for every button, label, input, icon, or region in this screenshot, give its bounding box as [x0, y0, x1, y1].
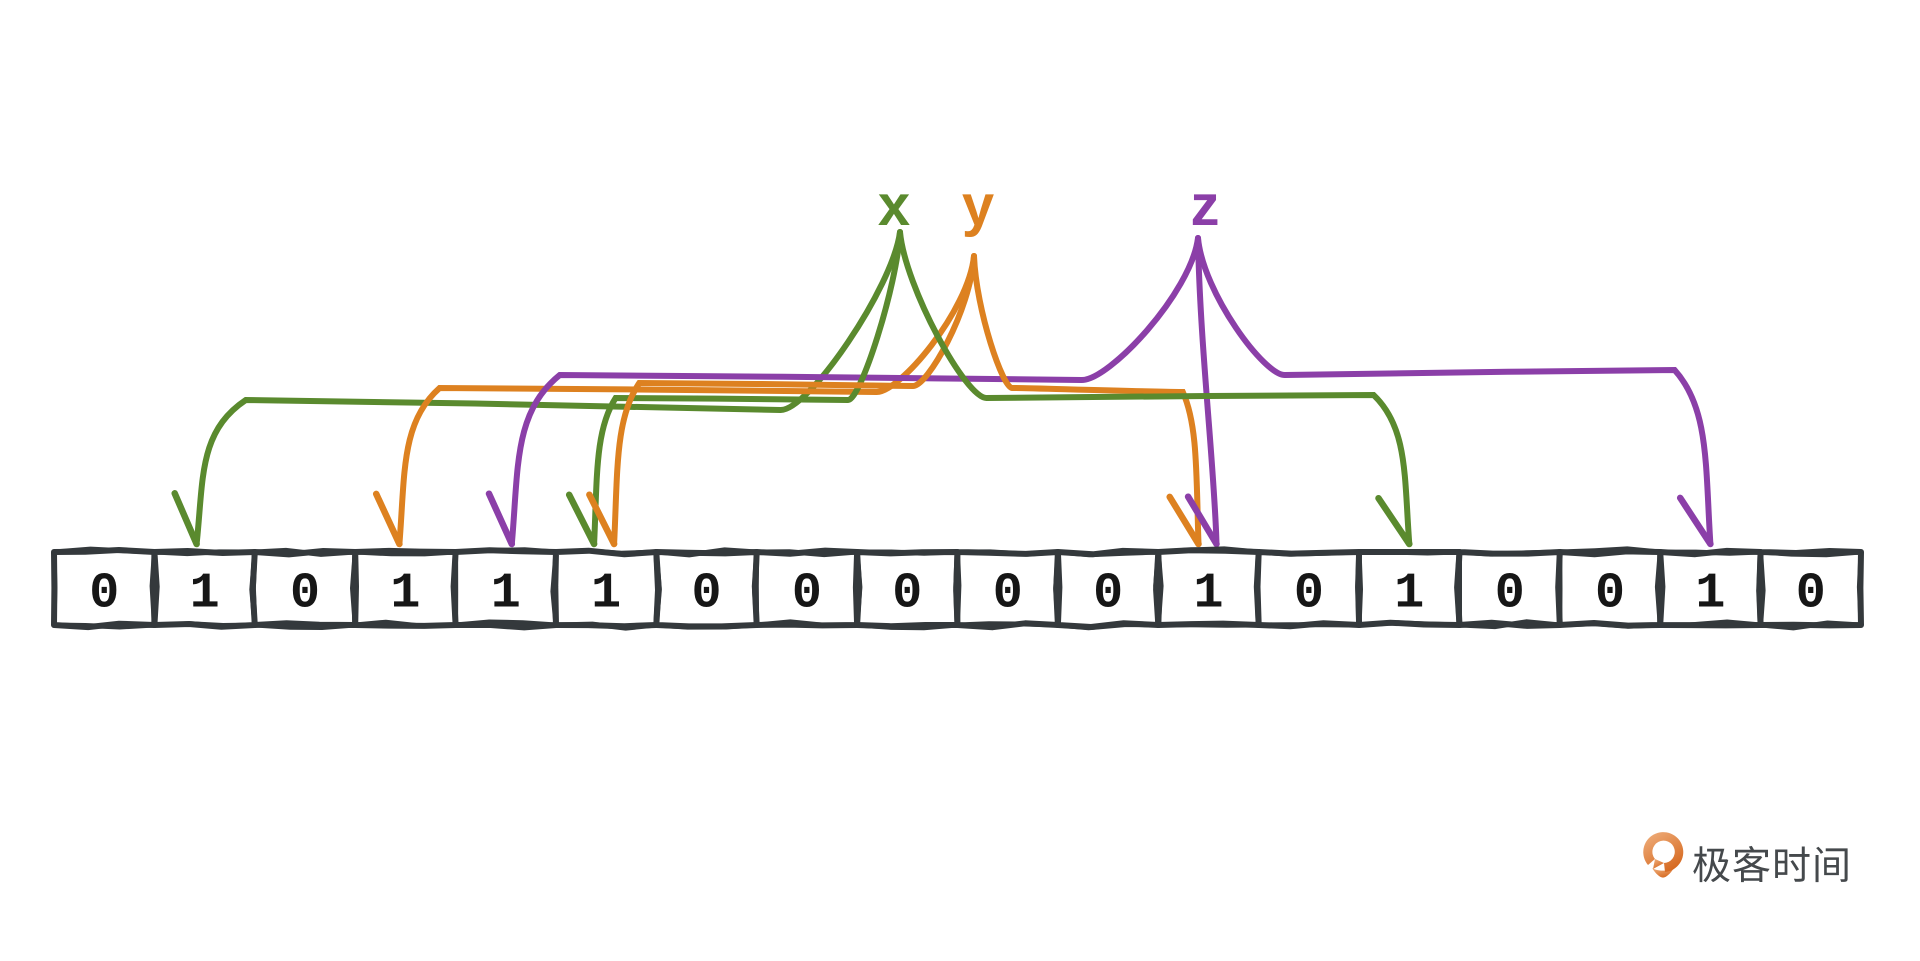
svg-text:1: 1	[1394, 566, 1424, 623]
svg-text:0: 0	[1294, 566, 1324, 623]
svg-text:x: x	[878, 173, 910, 238]
svg-text:1: 1	[1695, 566, 1725, 623]
svg-text:0: 0	[89, 566, 119, 623]
svg-text:1: 1	[491, 566, 521, 623]
svg-text:1: 1	[390, 566, 420, 623]
svg-text:0: 0	[1495, 566, 1525, 623]
svg-text:0: 0	[792, 566, 822, 623]
svg-text:0: 0	[993, 566, 1023, 623]
svg-text:z: z	[1191, 173, 1220, 238]
svg-text:1: 1	[591, 566, 621, 623]
svg-text:0: 0	[1796, 566, 1826, 623]
svg-text:0: 0	[892, 566, 922, 623]
svg-text:1: 1	[1193, 566, 1223, 623]
svg-text:0: 0	[290, 566, 320, 623]
svg-text:0: 0	[1595, 566, 1625, 623]
svg-text:0: 0	[1093, 566, 1123, 623]
svg-text:0: 0	[691, 566, 721, 623]
svg-text:1: 1	[190, 566, 220, 623]
svg-text:y: y	[962, 173, 994, 238]
